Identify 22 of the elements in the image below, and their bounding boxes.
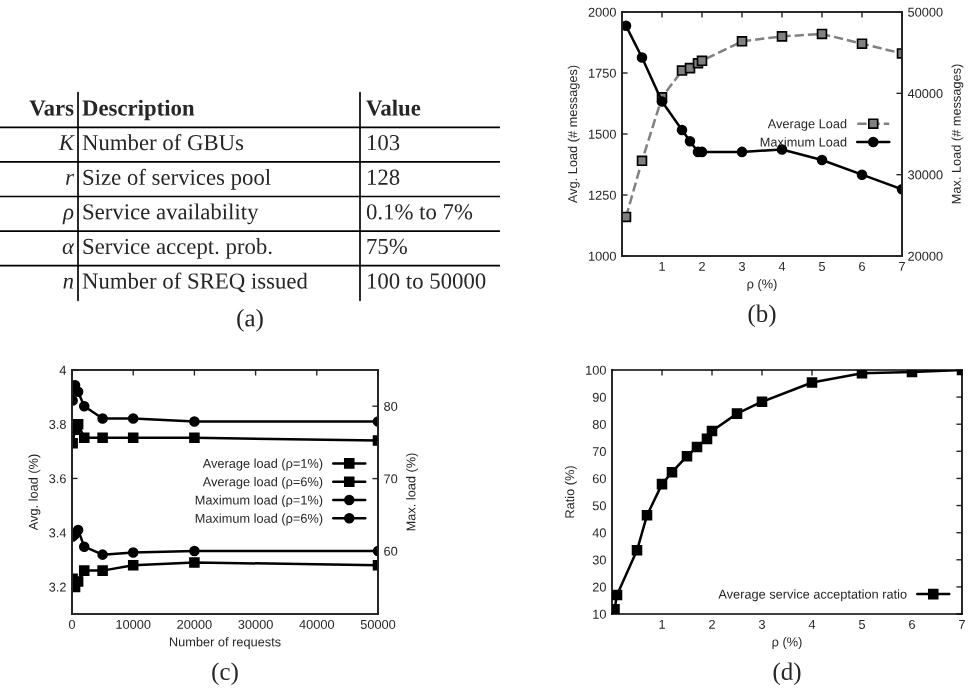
text: K <box>58 135 75 151</box>
text: 128 <box>368 169 400 185</box>
text: Number of SREQ issued <box>82 272 308 293</box>
text: ρ <box>62 208 74 225</box>
category-label: Value <box>366 99 421 116</box>
text: n <box>63 277 74 289</box>
text: (a) <box>237 308 263 332</box>
category-label: Vars <box>29 100 74 116</box>
text: 0.1% to 7% <box>366 204 473 220</box>
category-label: Description <box>82 99 195 121</box>
text: α <box>62 243 75 255</box>
text: (b) <box>748 304 776 328</box>
text: (d) <box>773 662 801 686</box>
text: Number of GBUs <box>82 134 244 151</box>
text: 75% <box>367 238 407 255</box>
text: 103 <box>368 134 400 151</box>
text: Service availability <box>83 203 259 225</box>
text: r <box>66 173 75 185</box>
text: Service accept. prob. <box>83 238 272 259</box>
text: Size of services pool <box>83 168 271 190</box>
text: (c) <box>212 662 238 686</box>
text: 100 to 50000 <box>368 273 486 289</box>
